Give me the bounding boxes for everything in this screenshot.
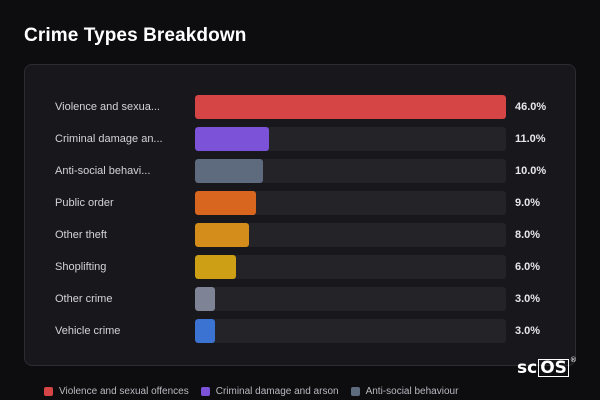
legend-swatch	[44, 387, 53, 396]
chart-row: Public order 9.0%	[25, 191, 575, 215]
bar-label: Shoplifting	[55, 261, 107, 273]
legend-label: Anti-social behaviour	[365, 386, 459, 397]
bar-label: Other crime	[55, 293, 113, 305]
brand-logo-boxed: OS	[538, 358, 569, 378]
bar-label: Violence and sexua...	[55, 101, 160, 113]
bar-label: Public order	[55, 197, 114, 209]
bar-value-label: 8.0%	[515, 229, 541, 241]
legend-label: Violence and sexual offences	[59, 386, 189, 397]
bar	[195, 95, 506, 119]
bar-value-label: 6.0%	[515, 261, 541, 273]
legend-item: Criminal damage and arson	[200, 386, 339, 397]
bar	[195, 127, 270, 151]
chart-row: Other theft 8.0%	[25, 223, 575, 247]
chart-row: Violence and sexua... 46.0%	[25, 95, 575, 119]
brand-logo: sc OS ®	[517, 356, 577, 378]
bar-track	[195, 127, 506, 151]
chart-legend: Violence and sexual offences Criminal dam…	[44, 386, 458, 397]
bar-value-label: 3.0%	[515, 293, 541, 305]
bar-track	[195, 255, 506, 279]
bar-track	[195, 95, 506, 119]
bar-label: Anti-social behavi...	[55, 165, 151, 177]
bar	[195, 319, 216, 343]
chart-row: Criminal damage an... 11.0%	[25, 127, 575, 151]
bar-track	[195, 287, 506, 311]
page-title: Crime Types Breakdown	[24, 25, 247, 46]
bar-track	[195, 191, 506, 215]
bar	[195, 287, 216, 311]
bar	[195, 191, 256, 215]
chart-panel: Violence and sexua... 46.0% Criminal damag…	[24, 64, 576, 366]
bar-label: Criminal damage an...	[55, 133, 163, 145]
bar-track	[195, 159, 506, 183]
chart-row: Anti-social behavi... 10.0%	[25, 159, 575, 183]
bar-value-label: 11.0%	[515, 133, 546, 145]
bar-track	[195, 223, 506, 247]
legend-swatch	[350, 387, 360, 396]
legend-swatch	[200, 387, 210, 396]
legend-item: Anti-social behaviour	[350, 386, 459, 397]
legend-item: Violence and sexual offences	[44, 386, 189, 397]
bar-value-label: 10.0%	[515, 165, 547, 177]
bar-track	[195, 319, 506, 343]
chart-row: Other crime 3.0%	[25, 287, 575, 311]
bar-value-label: 3.0%	[515, 325, 541, 337]
bar-value-label: 9.0%	[515, 197, 541, 209]
chart-row: Shoplifting 6.0%	[25, 255, 575, 279]
legend-label: Criminal damage and arson	[215, 386, 339, 397]
chart-row: Vehicle crime 3.0%	[25, 319, 575, 343]
bar-label: Other theft	[55, 229, 107, 241]
registered-mark: ®	[569, 356, 577, 364]
bar-value-label: 46.0%	[515, 101, 547, 113]
bar	[195, 159, 263, 183]
bar	[195, 223, 250, 247]
bar-label: Vehicle crime	[55, 325, 121, 337]
brand-logo-prefix: sc	[517, 358, 538, 378]
bar	[195, 255, 236, 279]
